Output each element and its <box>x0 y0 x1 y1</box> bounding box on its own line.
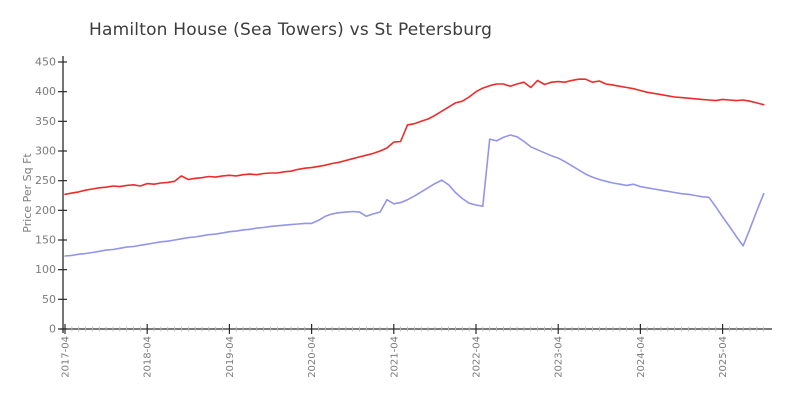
x-tick-label: 2025-04 <box>718 336 729 378</box>
blue-line <box>64 134 765 257</box>
red-line <box>64 78 765 196</box>
y-tick-label: 350 <box>35 115 56 128</box>
y-tick-label: 250 <box>35 174 56 187</box>
x-tick-label: 2017-04 <box>61 336 72 378</box>
y-tick-label: 300 <box>35 145 56 158</box>
x-tick-label: 2018-04 <box>143 336 154 378</box>
x-tick-label: 2024-04 <box>636 336 647 378</box>
y-axis-label: Price Per Sq Ft <box>21 153 34 233</box>
chart-title: Hamilton House (Sea Towers) vs St Peters… <box>89 20 493 40</box>
y-tick-label: 100 <box>35 263 56 276</box>
x-tick-label: 2019-04 <box>225 336 236 378</box>
y-tick-label: 150 <box>35 234 56 247</box>
x-tick-label: 2021-04 <box>389 336 400 378</box>
y-tick-label: 200 <box>35 204 56 217</box>
x-tick-label: 2023-04 <box>554 336 565 378</box>
y-tick-label: 50 <box>42 293 56 306</box>
y-tick-label: 400 <box>35 85 56 98</box>
x-tick-label: 2020-04 <box>307 336 318 378</box>
y-tick-label: 0 <box>49 323 56 336</box>
y-tick-label: 450 <box>35 56 56 69</box>
x-tick-label: 2022-04 <box>472 336 483 378</box>
